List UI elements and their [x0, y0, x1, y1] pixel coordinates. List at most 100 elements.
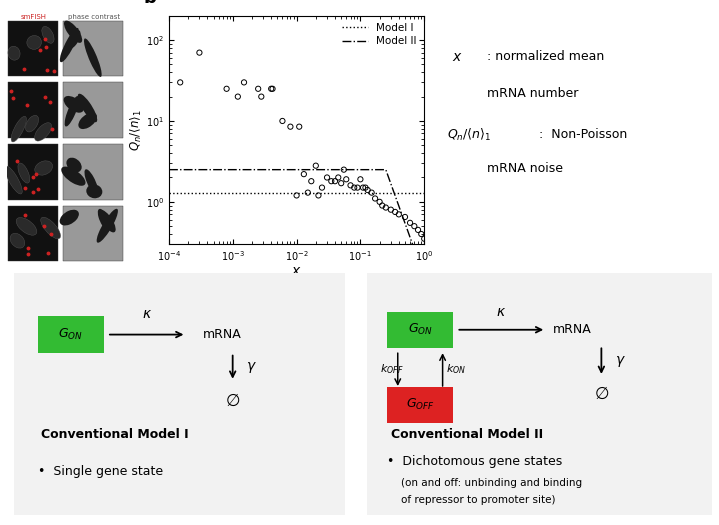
Point	[380, 203, 392, 212]
FancyBboxPatch shape	[9, 20, 58, 76]
Text: $\emptyset$: $\emptyset$	[225, 392, 240, 410]
Point	[360, 183, 371, 192]
Point	[404, 218, 416, 227]
Ellipse shape	[84, 38, 101, 77]
Ellipse shape	[67, 30, 81, 49]
Point	[416, 230, 427, 238]
Ellipse shape	[18, 163, 29, 183]
Point	[306, 177, 317, 185]
Text: : normalized mean: : normalized mean	[487, 50, 605, 64]
Point	[293, 122, 305, 131]
Ellipse shape	[5, 166, 22, 194]
Point	[326, 177, 337, 185]
Point	[265, 85, 277, 93]
Text: mRNA: mRNA	[203, 328, 242, 341]
Text: (on and off: unbinding and binding: (on and off: unbinding and binding	[401, 478, 582, 488]
Point	[232, 92, 244, 101]
FancyBboxPatch shape	[8, 268, 352, 519]
Ellipse shape	[60, 28, 78, 62]
Point	[238, 78, 249, 87]
Text: $\gamma$: $\gamma$	[246, 360, 257, 375]
Point	[385, 205, 397, 214]
Point	[354, 175, 366, 184]
Ellipse shape	[35, 161, 52, 175]
FancyBboxPatch shape	[388, 312, 453, 348]
FancyBboxPatch shape	[37, 317, 104, 353]
Point	[349, 183, 360, 192]
Ellipse shape	[78, 93, 97, 122]
Model II	[316, 166, 325, 173]
Text: $x$: $x$	[452, 50, 463, 64]
Text: $\kappa$: $\kappa$	[496, 305, 506, 319]
X-axis label: $x$: $x$	[291, 264, 302, 278]
Point	[329, 177, 341, 185]
Point	[362, 186, 373, 194]
Legend: Model I, Model II: Model I, Model II	[340, 21, 419, 48]
Text: of repressor to promoter site): of repressor to promoter site)	[401, 495, 556, 505]
Model II	[288, 166, 296, 173]
Point	[302, 188, 313, 197]
Y-axis label: $Q_n/\langle n\rangle_1$: $Q_n/\langle n\rangle_1$	[129, 109, 145, 151]
Point	[418, 235, 430, 243]
Point	[316, 183, 328, 192]
FancyBboxPatch shape	[360, 268, 719, 519]
Ellipse shape	[10, 233, 24, 248]
Point	[193, 48, 205, 57]
FancyBboxPatch shape	[63, 206, 124, 261]
Ellipse shape	[60, 209, 79, 225]
Ellipse shape	[64, 20, 82, 43]
Point	[393, 210, 405, 218]
Point	[321, 173, 333, 182]
Point	[175, 78, 186, 87]
Point	[255, 92, 267, 101]
Point	[357, 183, 369, 192]
Point	[252, 85, 264, 93]
Point	[310, 162, 321, 170]
Point	[366, 188, 377, 197]
Ellipse shape	[86, 184, 102, 198]
Text: $k_{ON}$: $k_{ON}$	[446, 363, 466, 376]
Model I	[286, 190, 295, 196]
Point	[313, 191, 324, 200]
Ellipse shape	[41, 217, 60, 239]
Model I	[165, 190, 173, 196]
Text: mRNA noise: mRNA noise	[487, 162, 563, 175]
Point	[221, 85, 232, 93]
Ellipse shape	[98, 209, 110, 230]
Ellipse shape	[96, 209, 118, 243]
Ellipse shape	[64, 96, 83, 113]
Ellipse shape	[8, 46, 20, 60]
FancyBboxPatch shape	[9, 206, 58, 261]
Ellipse shape	[84, 169, 99, 195]
Text: $G_{ON}$: $G_{ON}$	[58, 327, 83, 342]
Model II	[165, 166, 173, 173]
Text: mRNA: mRNA	[553, 323, 592, 336]
FancyBboxPatch shape	[388, 386, 453, 423]
Text: $\emptyset$: $\emptyset$	[594, 385, 609, 403]
Model II	[303, 166, 311, 173]
Text: $\gamma$: $\gamma$	[615, 354, 626, 369]
Text: Conventional Model II: Conventional Model II	[391, 428, 543, 442]
Model I	[420, 190, 429, 196]
Ellipse shape	[61, 166, 86, 186]
Point	[285, 122, 296, 131]
Ellipse shape	[25, 116, 39, 132]
Point	[374, 197, 385, 206]
Model II	[420, 274, 429, 280]
Point	[390, 208, 401, 216]
Text: smFISH: smFISH	[20, 14, 46, 20]
Ellipse shape	[99, 210, 116, 233]
Text: b: b	[144, 0, 156, 7]
Point	[370, 194, 381, 203]
Ellipse shape	[35, 123, 52, 141]
Point	[338, 165, 349, 174]
Point	[290, 191, 302, 200]
Point	[277, 117, 288, 125]
Point	[412, 226, 423, 234]
Ellipse shape	[78, 113, 97, 129]
Line: Model II: Model II	[169, 170, 424, 277]
Model I	[413, 190, 422, 196]
Text: $G_{ON}$: $G_{ON}$	[408, 322, 433, 337]
Ellipse shape	[42, 26, 54, 43]
Point	[267, 85, 278, 93]
